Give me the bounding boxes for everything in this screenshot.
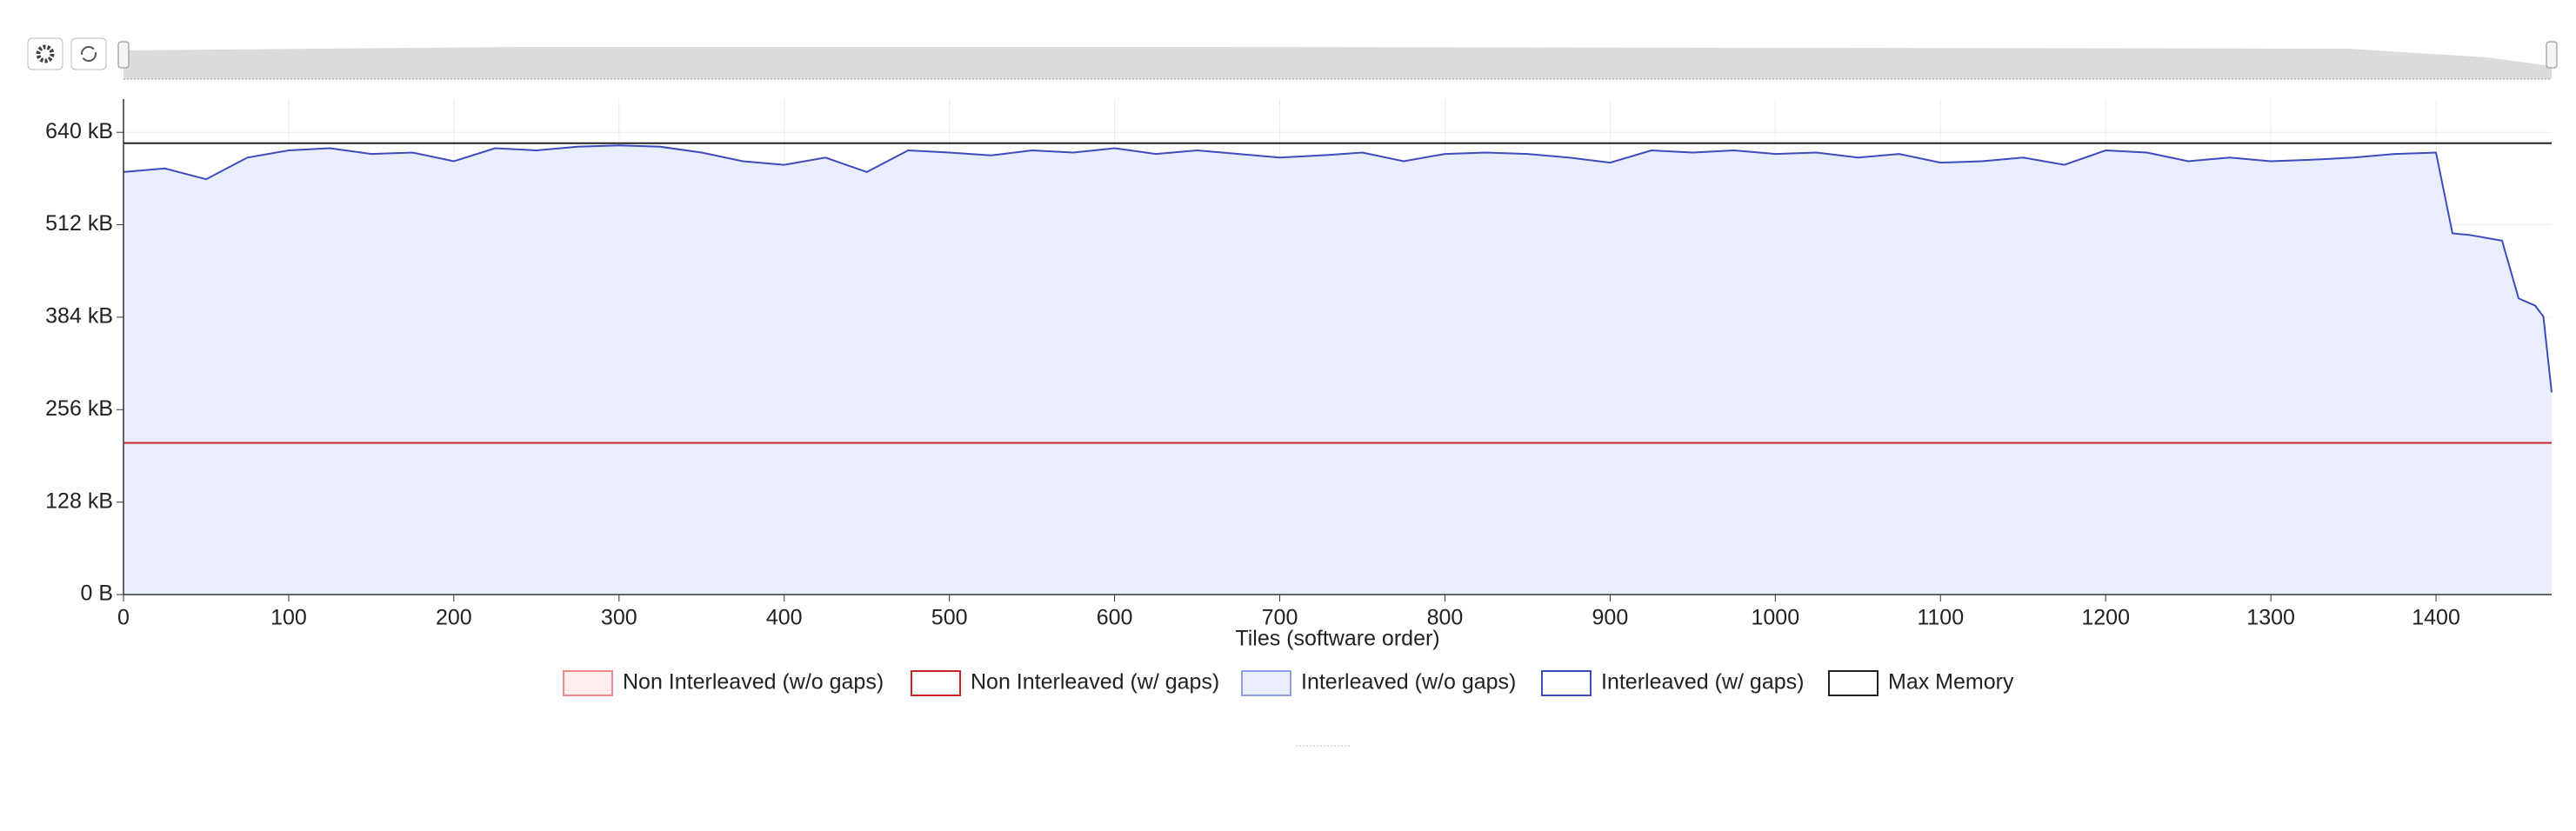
x-tick-label: 0	[117, 606, 130, 630]
y-tick-label: 640 kB	[45, 119, 113, 143]
x-tick-label: 1200	[2081, 606, 2130, 630]
legend-swatch	[1241, 670, 1291, 696]
y-tick-label: 384 kB	[45, 304, 113, 329]
settings-button[interactable]	[27, 37, 63, 70]
x-tick-label: 700	[1262, 606, 1298, 630]
legend-item: Non Interleaved (w/ gaps)	[911, 670, 1219, 696]
x-tick-label: 1000	[1752, 606, 1800, 630]
minimap[interactable]	[117, 41, 2558, 80]
legend-label: Non Interleaved (w/ gaps)	[971, 670, 1219, 695]
reset-icon	[81, 46, 97, 62]
legend-item: Interleaved (w/ gaps)	[1541, 670, 1804, 696]
y-tick-label: 0 B	[80, 582, 113, 606]
legend-swatch	[1541, 670, 1592, 696]
x-tick-label: 600	[1097, 606, 1133, 630]
minimap-area	[123, 47, 2552, 79]
toolbar	[27, 37, 107, 70]
minimap-handle[interactable]	[2546, 41, 2558, 69]
y-tick-label: 128 kB	[45, 489, 113, 513]
legend-swatch	[1828, 670, 1879, 696]
x-tick-label: 1300	[2246, 606, 2295, 630]
gear-icon	[36, 44, 55, 63]
legend-item: Non Interleaved (w/o gaps)	[563, 670, 884, 696]
x-tick-label: 300	[601, 606, 637, 630]
x-axis-title: Tiles (software order)	[1235, 627, 1439, 651]
legend-item: Interleaved (w/o gaps)	[1241, 670, 1516, 696]
legend-swatch	[563, 670, 613, 696]
area	[123, 145, 2552, 595]
legend-label: Interleaved (w/ gaps)	[1601, 670, 1804, 695]
x-tick-label: 200	[436, 606, 472, 630]
reset-button[interactable]	[70, 37, 107, 70]
line	[123, 144, 2553, 393]
x-tick-label: 1400	[2412, 606, 2460, 630]
minimap-handle[interactable]	[117, 41, 130, 69]
y-tick-label: 256 kB	[45, 396, 113, 421]
y-tick-label: 512 kB	[45, 211, 113, 236]
legend-label: Interleaved (w/o gaps)	[1301, 670, 1516, 695]
x-tick-label: 100	[270, 606, 307, 630]
legend-label: Max Memory	[1888, 670, 2014, 695]
x-tick-label: 400	[766, 606, 803, 630]
x-tick-label: 900	[1592, 606, 1629, 630]
legend-label: Non Interleaved (w/o gaps)	[623, 670, 884, 695]
x-tick-label: 1100	[1917, 606, 1964, 630]
legend-item: Max Memory	[1828, 670, 2014, 696]
x-tick-label: 500	[931, 606, 968, 630]
x-tick-label: 800	[1427, 606, 1464, 630]
legend-swatch	[911, 670, 961, 696]
